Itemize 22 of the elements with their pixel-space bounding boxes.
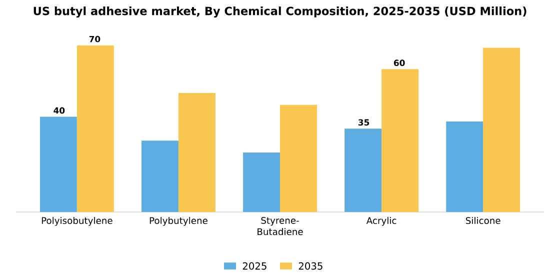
x-tick-label: Acrylic <box>366 216 396 226</box>
x-tick-label: Silicone <box>466 216 500 224</box>
bar <box>76 45 114 212</box>
bar <box>382 69 418 212</box>
bar <box>142 140 178 212</box>
legend-label: 2025 <box>242 262 266 270</box>
bar <box>40 116 77 212</box>
x-tick-label: Polybutylene <box>150 216 208 226</box>
bar <box>446 122 484 212</box>
x-tick-label: Polyisobutylene <box>42 216 112 226</box>
data-label: 70 <box>89 36 100 42</box>
bar <box>243 152 280 212</box>
data-label: 35 <box>358 119 370 126</box>
legend-label: 2035 <box>298 262 322 270</box>
chart-title: US butyl adhesive market, By Chemical Composition, 2025-2035 (USD Million) <box>34 6 526 18</box>
bar <box>280 104 317 212</box>
bar <box>178 92 216 212</box>
bar <box>483 48 520 212</box>
data-label: 40 <box>54 107 65 114</box>
bar <box>344 128 382 212</box>
x-tick-label: Styrene-Butadiene <box>258 216 303 236</box>
data-label: 60 <box>394 60 405 66</box>
